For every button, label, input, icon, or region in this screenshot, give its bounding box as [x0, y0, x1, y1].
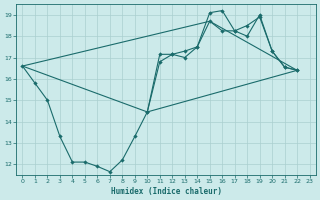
X-axis label: Humidex (Indice chaleur): Humidex (Indice chaleur) [110, 187, 221, 196]
